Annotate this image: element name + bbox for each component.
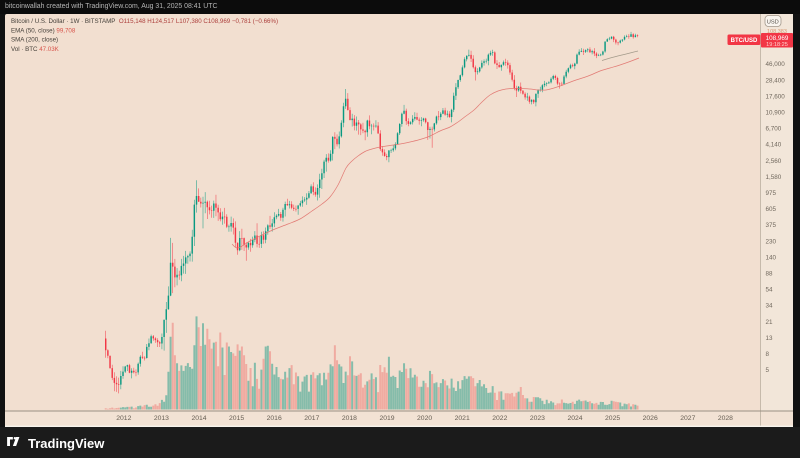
svg-text:2020: 2020 (417, 415, 432, 422)
svg-text:2017: 2017 (304, 415, 319, 422)
svg-text:54: 54 (766, 287, 774, 294)
svg-text:6,700: 6,700 (766, 126, 782, 133)
svg-text:2012: 2012 (116, 415, 131, 422)
svg-text:375: 375 (766, 222, 777, 229)
svg-text:19:18:25: 19:18:25 (766, 42, 788, 48)
svg-text:10,900: 10,900 (766, 110, 786, 117)
svg-text:2018: 2018 (342, 415, 357, 422)
svg-text:230: 230 (766, 238, 777, 245)
svg-text:2013: 2013 (154, 415, 169, 422)
svg-text:88: 88 (766, 271, 774, 278)
svg-text:2,560: 2,560 (766, 158, 782, 165)
svg-text:2027: 2027 (680, 415, 695, 422)
svg-text:Bitcoin / U.S. Dollar · 1W · B: Bitcoin / U.S. Dollar · 1W · BITSTAMP O1… (11, 18, 278, 25)
svg-text:Vol · BTC 47.03K: Vol · BTC 47.03K (11, 46, 60, 53)
svg-text:2024: 2024 (567, 415, 582, 422)
svg-text:2014: 2014 (191, 415, 206, 422)
svg-text:28,400: 28,400 (766, 77, 786, 84)
svg-text:2015: 2015 (229, 415, 244, 422)
svg-text:2021: 2021 (455, 415, 470, 422)
svg-text:USD: USD (767, 19, 779, 25)
svg-text:2023: 2023 (530, 415, 545, 422)
svg-text:605: 605 (766, 206, 777, 213)
svg-text:13: 13 (766, 335, 774, 342)
svg-text:108,383: 108,383 (767, 29, 787, 35)
svg-text:2028: 2028 (718, 415, 733, 422)
svg-text:2019: 2019 (379, 415, 394, 422)
svg-text:BTC/USD: BTC/USD (731, 38, 758, 44)
svg-text:21: 21 (766, 319, 774, 326)
svg-text:2025: 2025 (605, 415, 620, 422)
svg-text:2026: 2026 (643, 415, 658, 422)
svg-text:SMA (200, close): SMA (200, close) (11, 37, 58, 44)
svg-text:2016: 2016 (267, 415, 282, 422)
svg-text:8: 8 (766, 351, 770, 358)
svg-text:46,000: 46,000 (766, 61, 786, 68)
svg-text:EMA (50, close) 99,708: EMA (50, close) 99,708 (11, 27, 76, 34)
svg-text:4,140: 4,140 (766, 142, 782, 149)
svg-text:2022: 2022 (492, 415, 507, 422)
svg-text:5: 5 (766, 367, 770, 374)
svg-text:17,600: 17,600 (766, 93, 786, 100)
svg-text:975: 975 (766, 190, 777, 197)
svg-text:1,580: 1,580 (766, 174, 782, 181)
svg-text:108,969: 108,969 (766, 35, 789, 42)
svg-text:140: 140 (766, 254, 777, 261)
svg-text:34: 34 (766, 303, 774, 310)
